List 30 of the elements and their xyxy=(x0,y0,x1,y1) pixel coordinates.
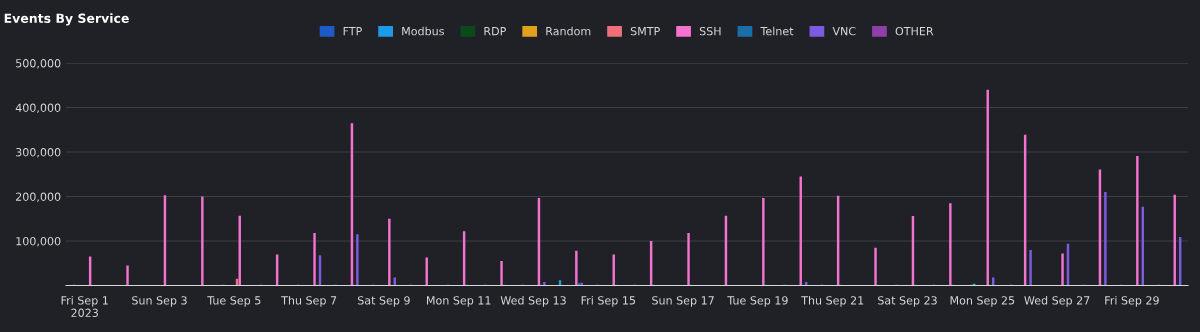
y-tick-label: 200,000 xyxy=(16,192,61,203)
y-tick-label: 100,000 xyxy=(16,237,61,247)
x-tick-label: Sat Sep 23 xyxy=(878,296,937,307)
x-tick-label: Mon Sep 11 xyxy=(427,296,491,307)
legend-label: Random xyxy=(546,26,591,36)
x-tick-label: Fri Sep 15 xyxy=(581,295,636,307)
chart-title: Events By Service xyxy=(4,13,129,26)
legend-label: Modbus xyxy=(402,26,444,36)
x-tick-label: Thu Sep 7 xyxy=(281,295,337,307)
legend-label: SMTP xyxy=(630,26,660,36)
x-tick-label: Fri Sep 29 xyxy=(1105,295,1159,307)
x-tick-label: Sun Sep 17 xyxy=(652,296,714,307)
x-tick-label: Mon Sep 25 xyxy=(950,296,1015,307)
y-tick-label: 300,000 xyxy=(16,148,61,158)
x-tick-label: Tue Sep 19 xyxy=(727,296,788,307)
x-tick-label: Tue Sep 5 xyxy=(207,296,261,307)
legend-label: FTP xyxy=(343,27,362,36)
x-tick-label: Sat Sep 9 xyxy=(357,296,410,307)
legend-label: VNC xyxy=(832,26,856,36)
x-tick-label: Thu Sep 21 xyxy=(801,295,864,307)
legend-label: OTHER xyxy=(895,26,934,36)
legend-label: RDP xyxy=(484,27,506,36)
legend-label: Telnet xyxy=(760,26,794,36)
y-tick-label: 400,000 xyxy=(15,103,61,114)
legend-label: SSH xyxy=(699,26,721,36)
x-tick-label: Wed Sep 27 xyxy=(1024,295,1090,307)
x-tick-label: Wed Sep 13 xyxy=(500,295,566,307)
x-tick-label: Fri Sep 1 2023 xyxy=(61,295,108,317)
x-tick-label: Sun Sep 3 xyxy=(132,296,187,307)
y-tick-label: 500,000 xyxy=(16,59,61,69)
